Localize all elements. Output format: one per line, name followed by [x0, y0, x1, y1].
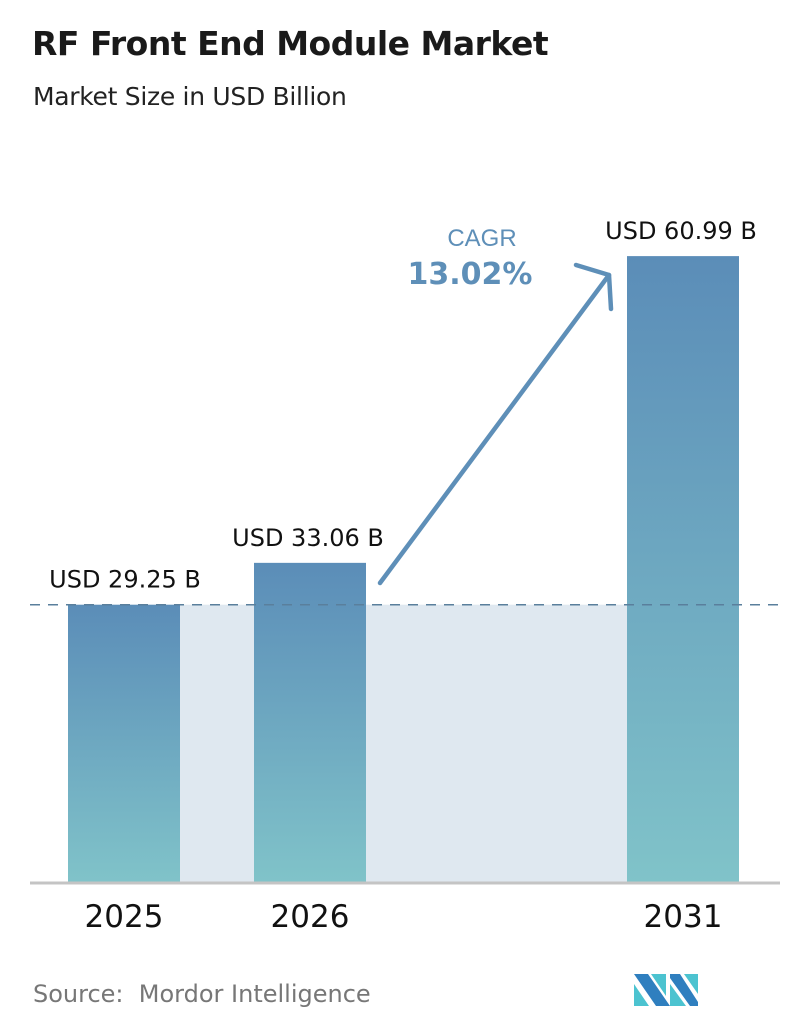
x-tick-label-2025: 2025 — [85, 899, 164, 935]
cagr-value: 13.02% — [408, 257, 533, 292]
source-note: Source: Mordor Intelligence — [33, 980, 371, 1008]
cagr-label: CAGR — [447, 225, 516, 252]
x-tick-label-2026: 2026 — [271, 899, 350, 935]
mordor-intelligence-logo — [634, 974, 698, 1006]
cagr-arrow — [377, 262, 614, 586]
bar-2026 — [254, 562, 366, 882]
x-tick-label-2031: 2031 — [644, 899, 723, 935]
baseline-band — [180, 604, 254, 882]
bar-2025 — [68, 604, 180, 882]
chart-title: RF Front End Module Market — [32, 24, 549, 63]
chart-subtitle: Market Size in USD Billion — [33, 82, 347, 111]
baseline-band — [366, 604, 627, 882]
bar-2031 — [627, 256, 739, 882]
data-label-2031: USD 60.99 B — [605, 217, 757, 245]
data-label-2026: USD 33.06 B — [232, 524, 384, 552]
bar-chart: CAGR 13.02% USD 29.25 B 2025 USD 33.06 B 20… — [30, 217, 780, 935]
data-label-2025: USD 29.25 B — [49, 566, 201, 594]
